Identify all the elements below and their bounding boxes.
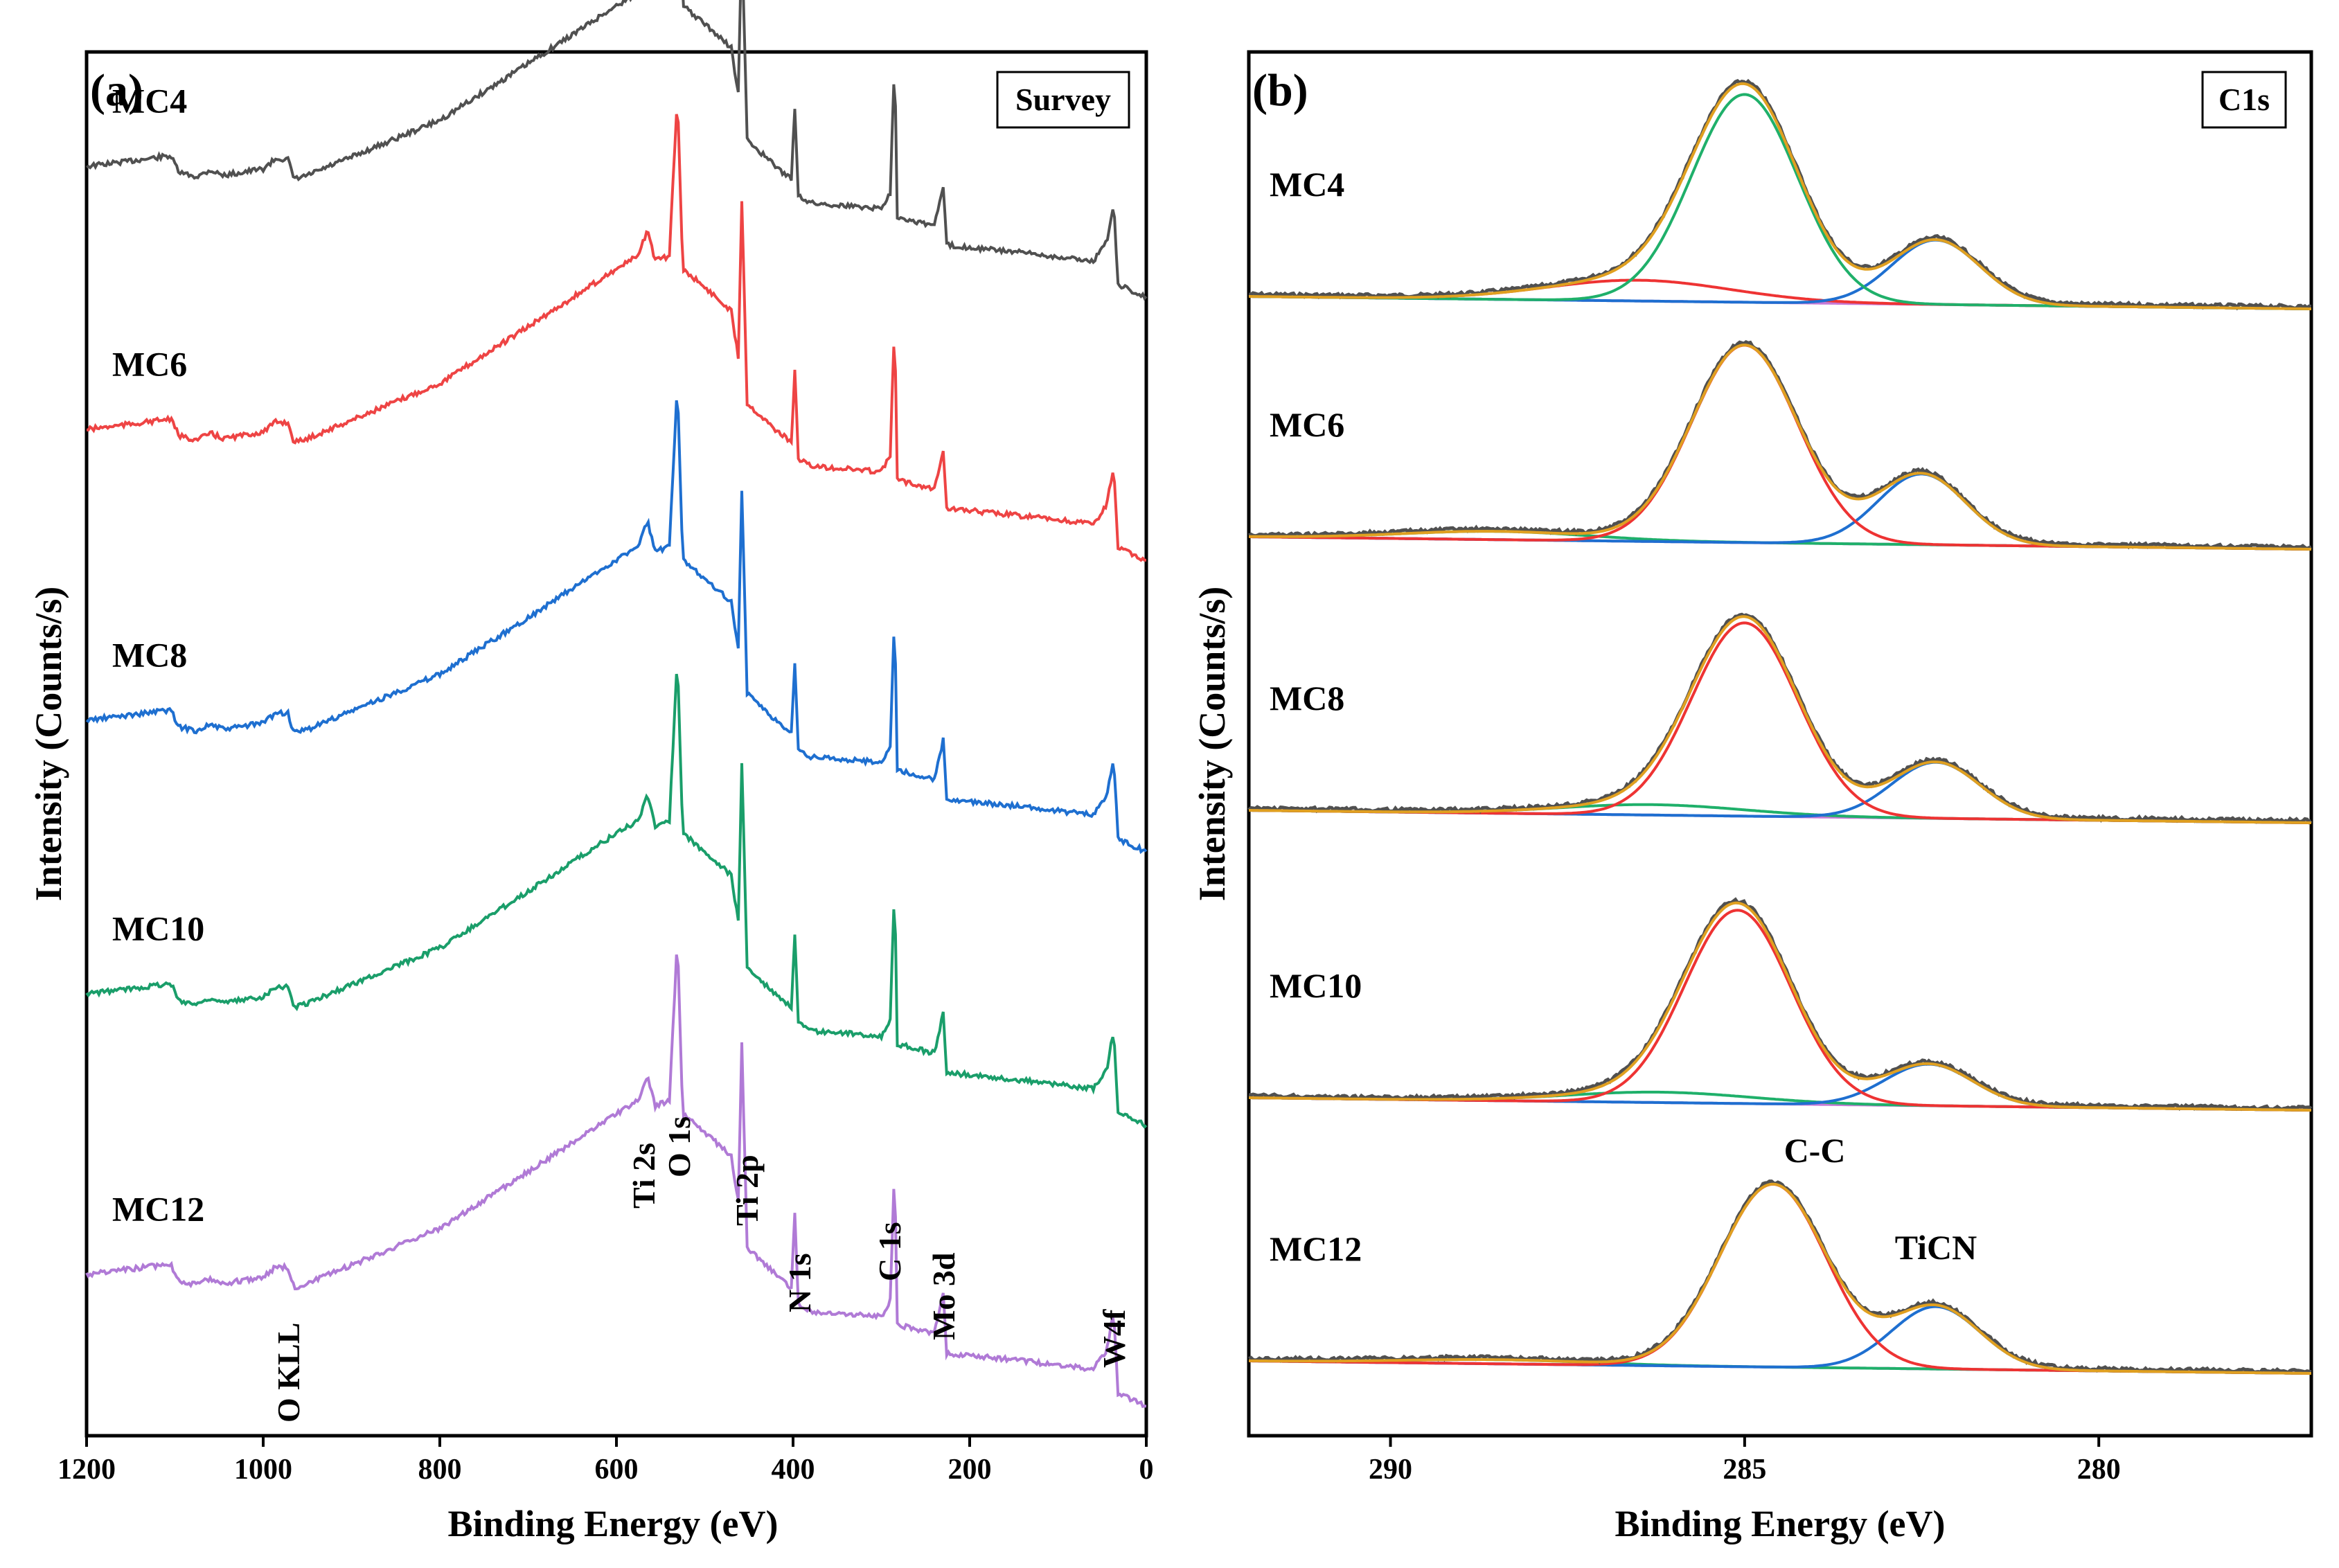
c1s-envelope-mc12 bbox=[1248, 1182, 2311, 1375]
c1s-cc-component-mc8 bbox=[1249, 621, 2311, 824]
survey-tick-label-0: 0 bbox=[1139, 1454, 1154, 1486]
survey-tick-label-1200: 1200 bbox=[57, 1454, 116, 1486]
survey-series-mc12 bbox=[85, 954, 1147, 1408]
c1s-panel-tag: (b) bbox=[1252, 65, 1308, 116]
survey-label-mc10: MC10 bbox=[112, 909, 204, 948]
c1s-x-ticks: 290 285 280 bbox=[1369, 1436, 2121, 1486]
n-1s-annotation: N 1s bbox=[782, 1253, 817, 1312]
survey-series-mc6 bbox=[86, 114, 1147, 562]
survey-plot-frame bbox=[85, 50, 1148, 1438]
survey-series-group bbox=[85, 0, 1148, 1408]
survey-x-axis-title: Binding Energy (eV) bbox=[447, 1503, 778, 1544]
c1s-tick-label-280: 280 bbox=[2077, 1454, 2121, 1486]
survey-panel-tag: (a) bbox=[90, 65, 143, 116]
c1s-plot-frame bbox=[1247, 50, 2313, 1438]
survey-series-mc10 bbox=[85, 673, 1148, 1129]
c1s-envelope-mc6 bbox=[1249, 344, 2311, 551]
survey-tick-label-800: 800 bbox=[418, 1454, 462, 1486]
survey-tick-label-200: 200 bbox=[948, 1454, 992, 1486]
c1s-envelope-mc10 bbox=[1249, 901, 2311, 1112]
survey-x-ticks: 1200 1000 800 600 400 200 0 bbox=[57, 1436, 1154, 1486]
c1s-sample-labels: MC4 MC6 MC8 MC10 MC12 bbox=[1270, 165, 1362, 1268]
survey-y-axis-title: Intensity (Counts/s) bbox=[28, 587, 69, 902]
c1s-series-mc8 bbox=[1247, 612, 2313, 825]
w4f-annotation: W4f bbox=[1096, 1309, 1132, 1368]
c1s-series-mc12 bbox=[1248, 1179, 2312, 1375]
survey-label-mc8: MC8 bbox=[112, 636, 187, 675]
c1s-raw-data-mc10 bbox=[1248, 897, 2313, 1112]
survey-series-mc4 bbox=[86, 0, 1148, 301]
survey-title-box bbox=[996, 71, 1130, 129]
o-kll-annotation: O KLL bbox=[271, 1323, 306, 1423]
survey-label-mc4: MC4 bbox=[112, 82, 187, 121]
c1s-ticn-component-mc10 bbox=[1249, 1062, 2311, 1112]
c1s-cc-component-mc12 bbox=[1249, 1182, 2311, 1375]
c1s-tick-label-285: 285 bbox=[1723, 1454, 1766, 1486]
c1s-raw-data-mc6 bbox=[1248, 340, 2312, 551]
survey-tick-label-400: 400 bbox=[772, 1454, 815, 1486]
c1s-label-mc10: MC10 bbox=[1270, 966, 1362, 1005]
c1s-series-mc4 bbox=[1248, 78, 2312, 311]
o-1s-annotation: O 1s bbox=[661, 1116, 697, 1177]
survey-label-mc12: MC12 bbox=[112, 1190, 204, 1229]
c1s-x-axis-title: Binding Energy (eV) bbox=[1615, 1503, 1945, 1544]
cc-component-label: C-C bbox=[1784, 1131, 1846, 1170]
c1s-y-axis-title: Intensity (Counts/s) bbox=[1191, 587, 1233, 902]
survey-series-mc8 bbox=[85, 400, 1148, 855]
c1s-envelope-mc4 bbox=[1249, 82, 2311, 310]
c1s-title: C1s bbox=[2218, 82, 2270, 117]
c1s-cc-component-mc10 bbox=[1249, 909, 2311, 1112]
c1s-cc-component-mc6 bbox=[1249, 344, 2311, 551]
survey-tick-label-1000: 1000 bbox=[234, 1454, 292, 1486]
c1s-raw-data-mc8 bbox=[1247, 612, 2313, 825]
survey-title: Survey bbox=[1015, 82, 1111, 117]
c1s-label-mc6: MC6 bbox=[1270, 405, 1344, 444]
c1s-envelope-mc8 bbox=[1249, 615, 2311, 824]
survey-tick-label-600: 600 bbox=[595, 1454, 639, 1486]
ti-2s-annotation: Ti 2s bbox=[626, 1143, 661, 1209]
c1s-label-mc8: MC8 bbox=[1270, 679, 1344, 718]
survey-sample-labels: MC4 MC6 MC8 MC10 MC12 bbox=[112, 82, 204, 1229]
c1s-series-mc10 bbox=[1248, 897, 2313, 1112]
survey-panel: (a) Survey MC4 MC6 MC8 MC10 MC12 1200 1000 800… bbox=[28, 0, 1154, 1544]
c-1s-annotation: C 1s bbox=[872, 1222, 907, 1281]
c1s-title-box bbox=[2201, 71, 2287, 129]
c1s-label-mc4: MC4 bbox=[1270, 165, 1344, 204]
c1s-label-mc12: MC12 bbox=[1270, 1229, 1362, 1268]
c1s-tick-label-290: 290 bbox=[1369, 1454, 1412, 1486]
c1s-series-mc6 bbox=[1248, 340, 2312, 551]
ticn-component-label: TiCN bbox=[1895, 1228, 1977, 1267]
ti-2p-annotation: Ti 2p bbox=[729, 1155, 765, 1226]
survey-label-mc6: MC6 bbox=[112, 345, 187, 384]
c1s-raw-data-mc4 bbox=[1248, 78, 2312, 311]
c1s-series-group bbox=[1247, 78, 2313, 1375]
mo-3d-annotation: Mo 3d bbox=[926, 1252, 961, 1340]
c1s-raw-data-mc12 bbox=[1248, 1179, 2312, 1375]
